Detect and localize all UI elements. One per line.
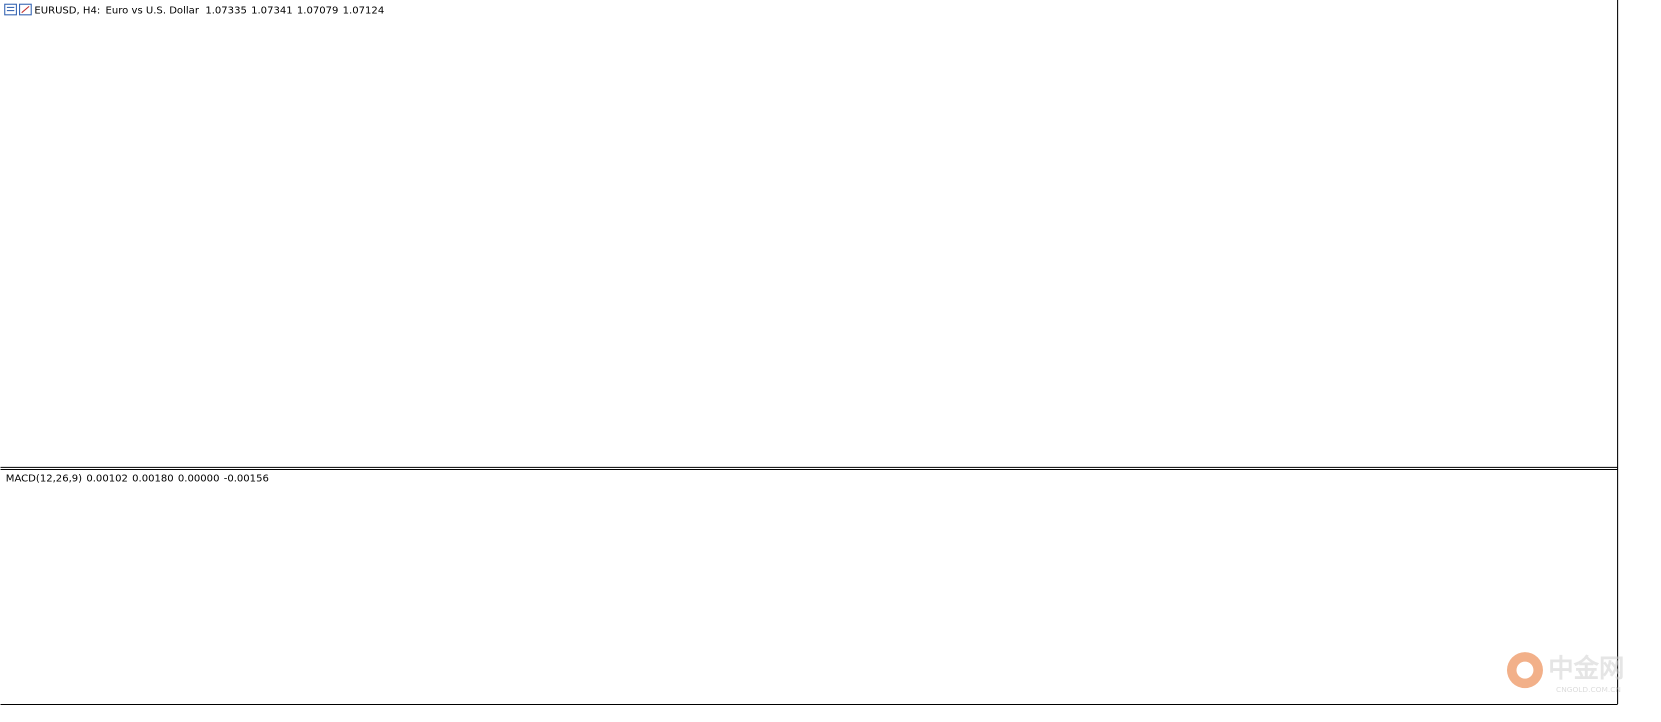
indicator-value: 0.00000 xyxy=(178,474,220,485)
indicator-name: MACD(12,26,9) xyxy=(6,474,82,485)
symbol: EURUSD, H4: xyxy=(34,6,100,17)
watermark-name: 中金网 xyxy=(1548,653,1624,683)
indicator-value: 0.00180 xyxy=(132,474,174,485)
last-low: 1.07079 xyxy=(297,6,339,17)
watermark-site: CNGOLD.COM.CN xyxy=(1556,685,1621,694)
watermark: 中金网 CNGOLD.COM.CN xyxy=(1506,652,1624,694)
indicator-value: 0.00102 xyxy=(86,474,128,485)
icon xyxy=(4,3,17,16)
axis-layer xyxy=(0,0,1619,706)
indicator-value: -0.00156 xyxy=(224,474,269,485)
symbol-header: EURUSD, H4: Euro vs U.S. Dollar 1.07335 1.0… xyxy=(34,6,384,17)
icon xyxy=(21,5,30,14)
header-icons xyxy=(4,3,32,16)
description: Euro vs U.S. Dollar xyxy=(106,6,200,17)
last-high: 1.07341 xyxy=(251,6,293,17)
last-open: 1.07335 xyxy=(205,6,247,17)
indicator-header: MACD(12,26,9) 0.00102 0.00180 0.00000 -0.001… xyxy=(6,474,269,485)
watermark-logo xyxy=(1516,661,1534,679)
last-close: 1.07124 xyxy=(343,6,385,17)
